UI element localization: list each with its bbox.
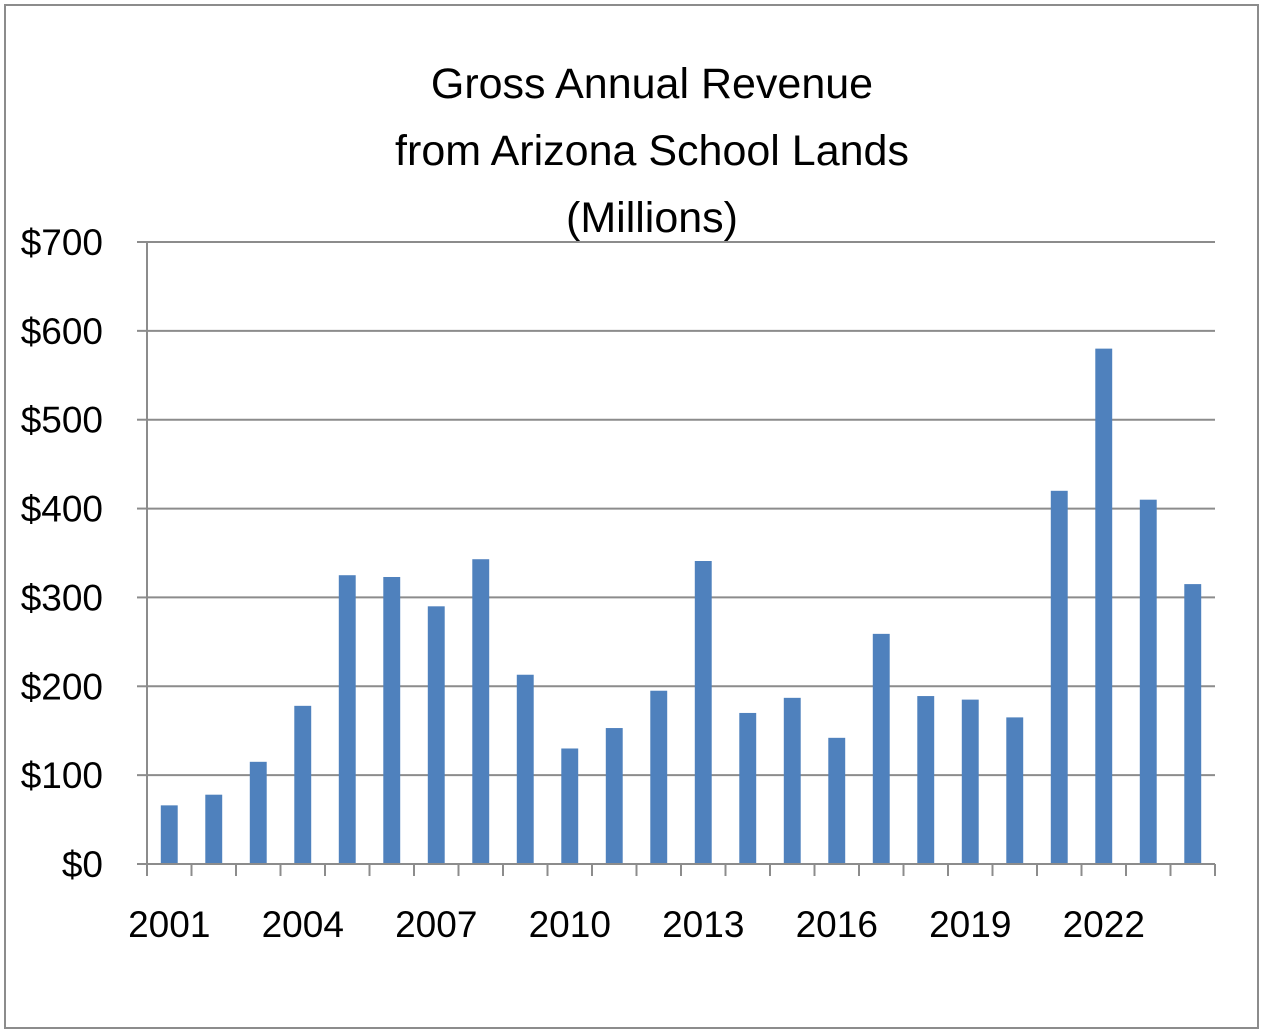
bar-2005	[338, 575, 356, 864]
y-tick-label: $700	[21, 222, 103, 263]
chart-title-line-3: (Millions)	[566, 194, 738, 242]
bar-2009	[516, 674, 534, 864]
bar-2021	[1050, 490, 1068, 864]
bar-2015	[783, 697, 801, 864]
bar-2011	[605, 728, 623, 864]
bar-2020	[1006, 717, 1024, 864]
bar-2017	[872, 633, 890, 864]
x-tick-label: 2001	[128, 904, 210, 945]
y-tick-labels: $0 $100 $200 $300 $400 $500 $600 $700	[21, 222, 103, 885]
y-tick-label: $200	[21, 666, 103, 707]
y-tick-label: $0	[62, 844, 103, 885]
bars	[160, 348, 1202, 865]
y-tick-label: $500	[21, 400, 103, 441]
chart-title: Gross Annual Revenue from Arizona School …	[395, 60, 909, 242]
chart-title-line-1: Gross Annual Revenue	[431, 60, 873, 108]
axes	[137, 241, 1216, 876]
x-tick-label: 2004	[262, 904, 344, 945]
bar-2003	[249, 761, 267, 864]
bar-2016	[828, 737, 846, 864]
x-tick-label: 2010	[529, 904, 611, 945]
bar-2014	[739, 712, 757, 864]
bar-2012	[650, 690, 668, 864]
y-tick-label: $400	[21, 489, 103, 530]
y-tick-label: $600	[21, 311, 103, 352]
bar-2004	[294, 705, 312, 864]
bar-2008	[472, 559, 490, 864]
bar-2024	[1184, 584, 1202, 864]
bar-2010	[561, 748, 579, 864]
x-tick-label: 2013	[662, 904, 744, 945]
x-tick-label: 2007	[395, 904, 477, 945]
gridlines	[147, 241, 1215, 777]
y-tick-label: $300	[21, 577, 103, 618]
bar-2013	[694, 560, 712, 864]
bar-2001	[160, 805, 178, 864]
bar-2023	[1139, 499, 1157, 864]
bar-2022	[1095, 348, 1113, 865]
x-tick-label: 2022	[1063, 904, 1145, 945]
bar-2019	[961, 699, 979, 864]
y-tick-label: $100	[21, 755, 103, 796]
bar-2007	[427, 606, 445, 864]
bar-2006	[383, 576, 401, 864]
x-tick-labels: 2001 2004 2007 2010 2013 2016 2019 2022	[128, 904, 1145, 945]
bar-2018	[917, 696, 935, 864]
bar-2002	[205, 794, 223, 864]
x-tick-label: 2016	[796, 904, 878, 945]
chart-title-line-2: from Arizona School Lands	[395, 127, 909, 175]
x-tick-label: 2019	[929, 904, 1011, 945]
